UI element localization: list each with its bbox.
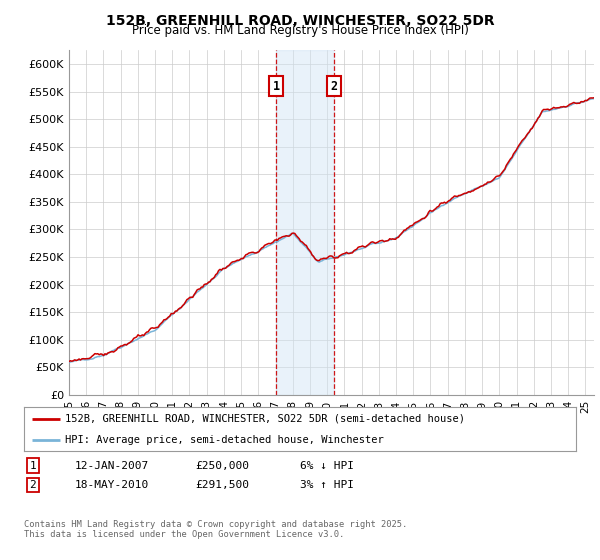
Text: 12-JAN-2007: 12-JAN-2007 <box>75 461 149 471</box>
Text: 6% ↓ HPI: 6% ↓ HPI <box>300 461 354 471</box>
Text: 152B, GREENHILL ROAD, WINCHESTER, SO22 5DR: 152B, GREENHILL ROAD, WINCHESTER, SO22 5… <box>106 14 494 28</box>
Text: 1: 1 <box>272 80 280 93</box>
Text: 1: 1 <box>29 461 37 471</box>
Text: £291,500: £291,500 <box>195 480 249 490</box>
Text: £250,000: £250,000 <box>195 461 249 471</box>
Bar <box>276 50 334 395</box>
Text: Contains HM Land Registry data © Crown copyright and database right 2025.
This d: Contains HM Land Registry data © Crown c… <box>24 520 407 539</box>
Text: Price paid vs. HM Land Registry's House Price Index (HPI): Price paid vs. HM Land Registry's House … <box>131 24 469 37</box>
Text: HPI: Average price, semi-detached house, Winchester: HPI: Average price, semi-detached house,… <box>65 435 384 445</box>
Text: 152B, GREENHILL ROAD, WINCHESTER, SO22 5DR (semi-detached house): 152B, GREENHILL ROAD, WINCHESTER, SO22 5… <box>65 414 466 424</box>
Text: 2: 2 <box>29 480 37 490</box>
Text: 18-MAY-2010: 18-MAY-2010 <box>75 480 149 490</box>
Text: 2: 2 <box>330 80 337 93</box>
Text: 3% ↑ HPI: 3% ↑ HPI <box>300 480 354 490</box>
